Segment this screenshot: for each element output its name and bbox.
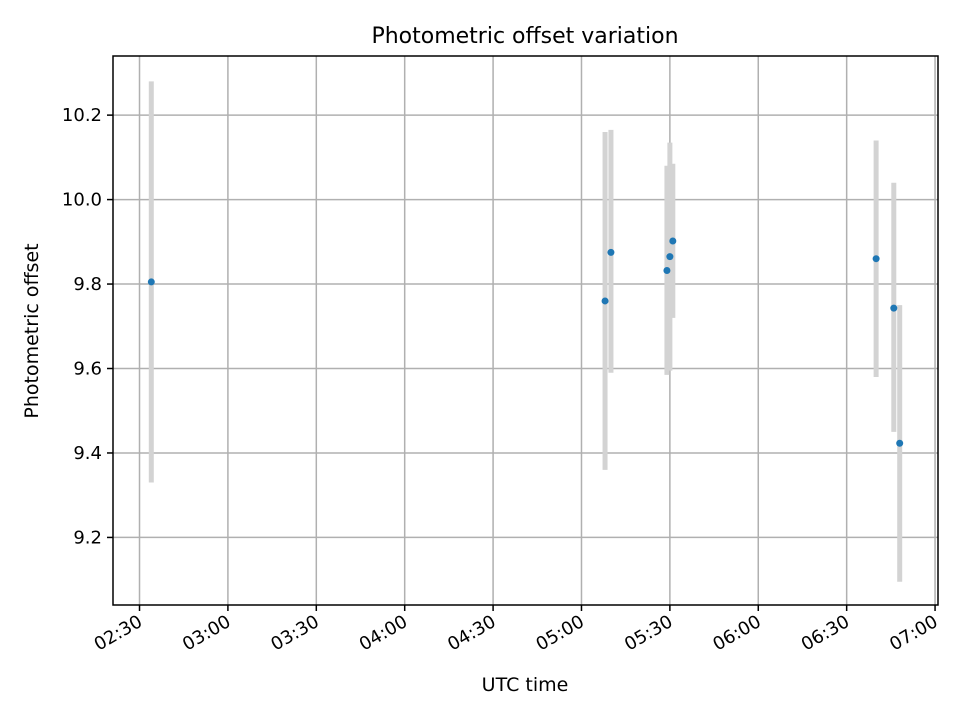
y-tick-label: 9.8	[73, 274, 102, 295]
chart-title: Photometric offset variation	[371, 24, 678, 49]
x-axis-label: UTC time	[482, 674, 569, 696]
data-point	[872, 255, 880, 263]
data-point	[147, 278, 155, 286]
grid-lines	[113, 56, 938, 605]
y-tick-label: 9.6	[73, 359, 102, 380]
data-point	[669, 237, 677, 245]
data-point	[663, 267, 671, 275]
data-points	[147, 237, 904, 447]
y-tick-label: 10.0	[62, 190, 102, 211]
y-tick-label: 9.4	[73, 443, 102, 464]
data-point	[896, 439, 904, 447]
data-point	[890, 304, 898, 312]
data-point	[607, 248, 615, 256]
plot-frame	[112, 55, 939, 606]
data-point	[601, 297, 609, 305]
y-tick-label: 10.2	[62, 105, 102, 126]
y-axis-ticks: 9.2 9.4 9.6 9.8 10.0 10.2	[62, 105, 113, 548]
y-axis-label: Photometric offset	[21, 243, 43, 418]
data-point	[666, 253, 674, 261]
y-tick-label: 9.2	[73, 527, 102, 548]
